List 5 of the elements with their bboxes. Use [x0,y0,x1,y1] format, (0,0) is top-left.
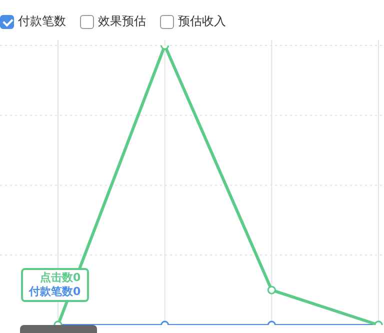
legend-label: 付款笔数 [18,13,66,30]
annotation: 点击数0 [39,271,81,285]
annotation: 付款笔数0 [29,285,81,299]
text: 预估收入 [178,13,226,30]
text: 效果预估 [98,13,146,30]
